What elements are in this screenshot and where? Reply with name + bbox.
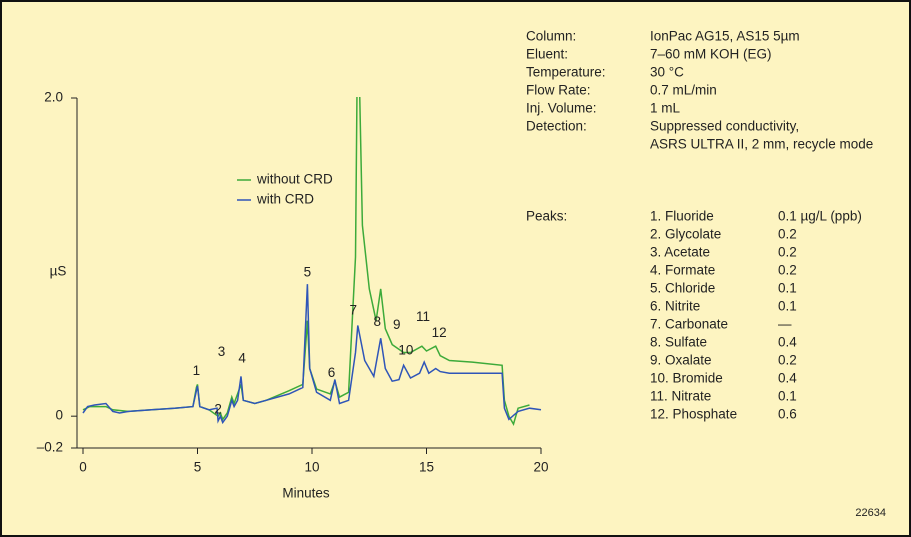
- condition-label: Flow Rate:: [526, 83, 591, 98]
- figure-number: 22634: [855, 507, 886, 519]
- peak-amount: 0.1: [778, 389, 797, 404]
- peak-label: 11: [416, 309, 430, 324]
- peak-label: 9: [393, 317, 401, 332]
- peak-name: 1. Fluoride: [650, 209, 714, 224]
- y-axis-label: µS: [50, 264, 67, 279]
- condition-label: Temperature:: [526, 65, 606, 80]
- peak-label: 12: [432, 325, 447, 340]
- y-tick-label: 2.0: [44, 90, 63, 105]
- peak-name: 3. Acetate: [650, 245, 710, 260]
- x-tick-label: 0: [79, 460, 87, 475]
- peak-amount: 0.1 µg/L (ppb): [778, 209, 862, 224]
- peak-amount: 0.6: [778, 407, 797, 422]
- peak-name: 11. Nitrate: [650, 389, 711, 404]
- peak-amount: 0.4: [778, 371, 797, 386]
- y-tick-label: 0: [55, 408, 63, 423]
- peak-label: 10: [398, 343, 413, 358]
- peak-label: 4: [238, 350, 246, 365]
- condition-value: 0.7 mL/min: [650, 83, 717, 98]
- legend-label: with CRD: [256, 192, 314, 207]
- series-line: [82, 97, 530, 426]
- peak-name: 5. Chloride: [650, 281, 715, 296]
- condition-value: 1 mL: [650, 101, 681, 116]
- peak-amount: 0.2: [778, 245, 797, 260]
- peak-amount: 0.2: [778, 353, 797, 368]
- condition-value: Suppressed conductivity,: [650, 119, 799, 134]
- peak-amount: 0.2: [778, 227, 797, 242]
- condition-value: ASRS ULTRA II, 2 mm, recycle mode: [650, 137, 873, 152]
- peak-amount: 0.4: [778, 335, 797, 350]
- peak-name: 2. Glycolate: [650, 227, 721, 242]
- condition-label: Column:: [526, 29, 576, 44]
- condition-label: Detection:: [526, 119, 587, 134]
- x-axis-label: Minutes: [282, 486, 330, 501]
- peak-label: 1: [193, 363, 201, 378]
- peak-label: 2: [214, 401, 222, 416]
- x-tick-label: 5: [194, 460, 202, 475]
- condition-label: Inj. Volume:: [526, 101, 597, 116]
- peak-name: 12. Phosphate: [650, 407, 737, 422]
- peak-name: 8. Sulfate: [650, 335, 707, 350]
- peak-name: 10. Bromide: [650, 371, 723, 386]
- x-tick-label: 20: [533, 460, 548, 475]
- peak-name: 7. Carbonate: [650, 317, 728, 332]
- peak-amount: 0.1: [778, 281, 797, 296]
- condition-value: IonPac AG15, AS15 5µm: [650, 29, 800, 44]
- peak-label: 7: [349, 303, 357, 318]
- peak-name: 6. Nitrite: [650, 299, 700, 314]
- peak-name: 9. Oxalate: [650, 353, 712, 368]
- condition-value: 7–60 mM KOH (EG): [650, 47, 772, 62]
- condition-value: 30 °C: [650, 65, 684, 80]
- x-tick-label: 15: [419, 460, 434, 475]
- peak-label: 5: [304, 265, 312, 280]
- peak-amount: 0.2: [778, 263, 797, 278]
- peak-label: 8: [374, 314, 382, 329]
- peak-label: 3: [218, 344, 226, 359]
- peak-label: 6: [328, 365, 336, 380]
- peak-amount: —: [778, 317, 792, 332]
- series-line: [82, 284, 542, 425]
- legend-label: without CRD: [256, 172, 333, 187]
- x-tick-label: 10: [304, 460, 319, 475]
- plot-area: [82, 97, 542, 426]
- peak-name: 4. Formate: [650, 263, 715, 278]
- condition-label: Eluent:: [526, 47, 568, 62]
- y-tick-label: –0.2: [37, 440, 63, 455]
- peak-amount: 0.1: [778, 299, 797, 314]
- peaks-heading: Peaks:: [526, 209, 567, 224]
